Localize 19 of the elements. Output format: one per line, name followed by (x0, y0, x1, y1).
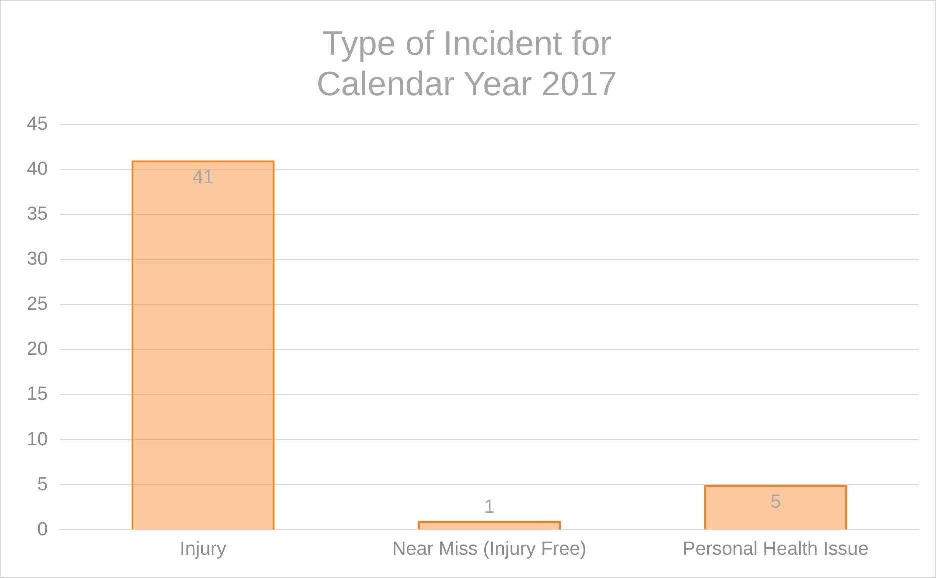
y-tick-label: 30 (26, 249, 48, 270)
bar (418, 521, 562, 530)
x-tick-label: Personal Health Issue (682, 538, 869, 560)
data-label: 41 (192, 167, 214, 188)
y-tick-label: 25 (26, 294, 48, 316)
data-label: 5 (770, 492, 782, 513)
x-tick-label: Injury (180, 538, 228, 560)
chart-title: Type of Incident for Calendar Year 2017 (316, 24, 618, 104)
data-label: 1 (484, 496, 495, 518)
y-tick-label: 20 (26, 339, 48, 360)
x-tick-label: Near Miss (Injury Free) (392, 538, 587, 560)
y-tick-label: 45 (26, 114, 48, 135)
y-tick-label: 15 (26, 384, 48, 406)
y-tick-label: 5 (38, 474, 48, 496)
bar (704, 485, 848, 530)
y-tick-label: 40 (26, 158, 48, 180)
y-tick-label: 10 (26, 429, 48, 450)
y-tick-label: 0 (38, 519, 48, 540)
y-tick-label: 35 (26, 204, 48, 225)
